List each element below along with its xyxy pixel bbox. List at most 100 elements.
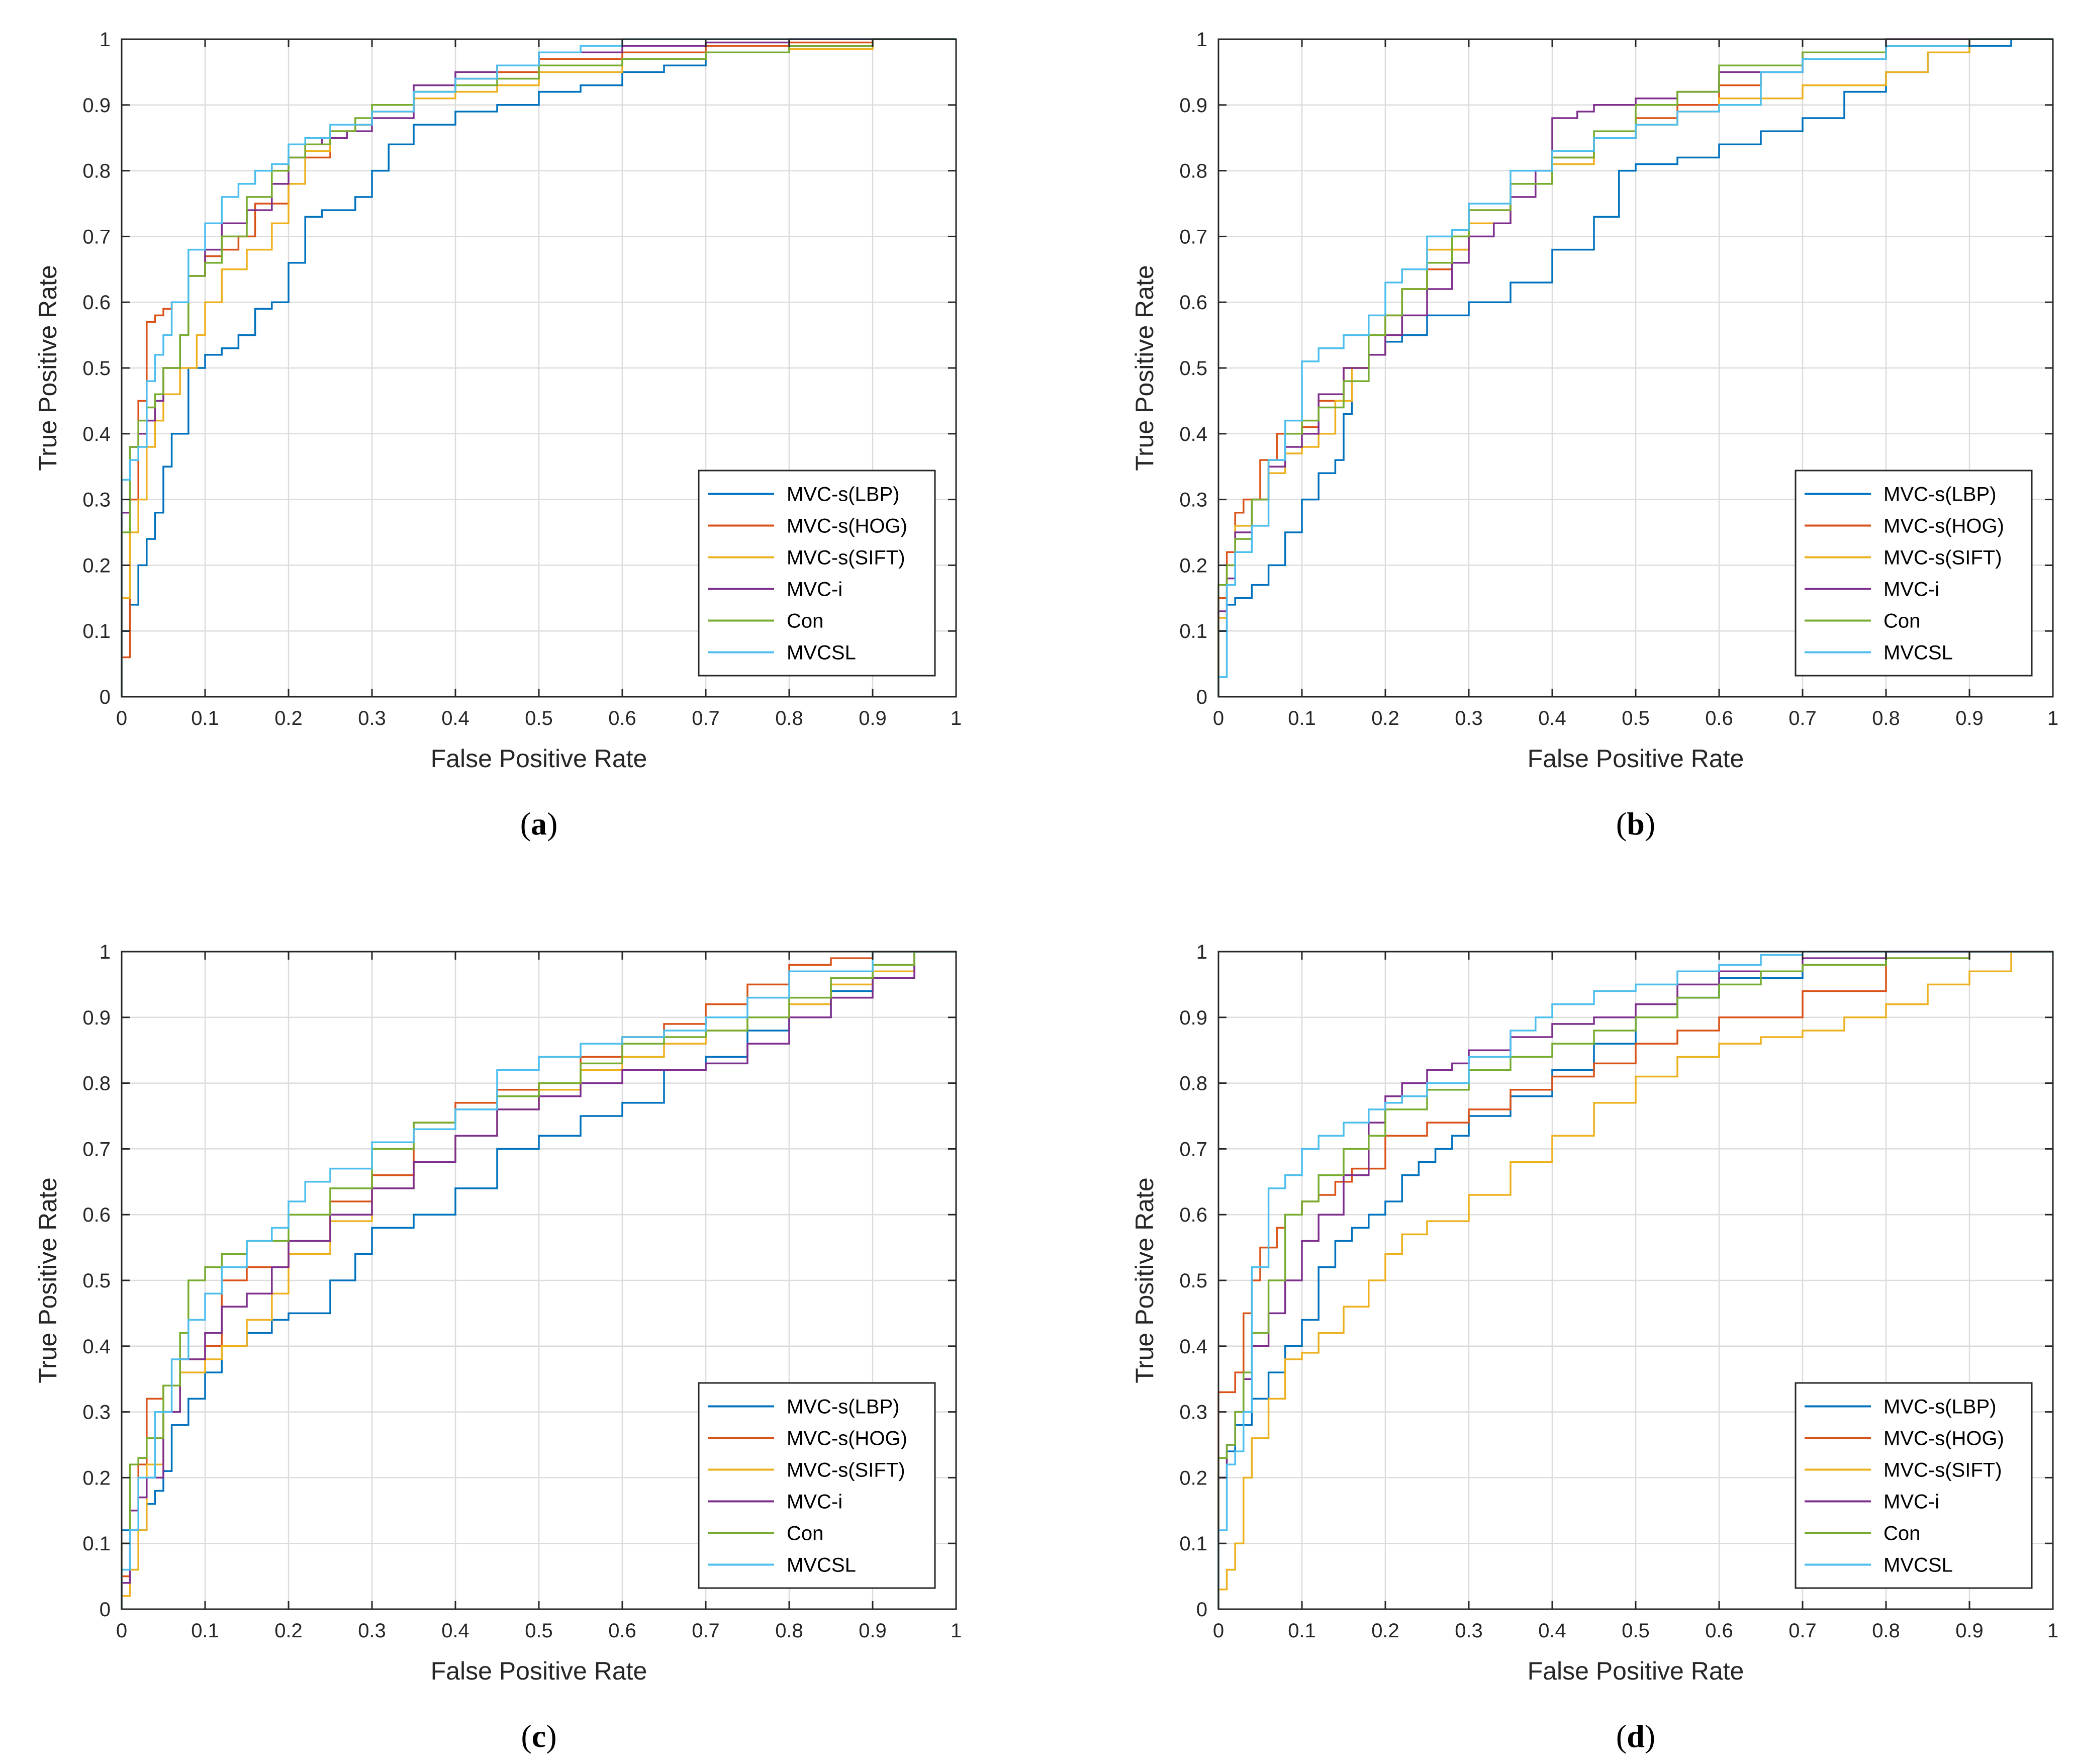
x-tick-label: 0.4 — [1538, 1620, 1566, 1642]
y-axis-label: True Positive Rate — [34, 265, 62, 471]
y-tick-label: 0 — [100, 1599, 111, 1621]
legend-box — [698, 470, 936, 677]
y-tick-label: 0.9 — [1179, 95, 1207, 117]
y-tick-label: 0.4 — [1179, 1336, 1207, 1358]
legend-entry: MVC-s(SIFT) — [787, 1459, 905, 1481]
x-tick-label: 0.2 — [1371, 707, 1399, 729]
x-tick-label: 0.7 — [1788, 1620, 1817, 1642]
x-tick-label: 1 — [951, 707, 962, 729]
y-tick-label: 0.3 — [82, 489, 111, 511]
legend-entry: MVCSL — [787, 1554, 856, 1576]
y-axis-label: True Positive Rate — [34, 1177, 62, 1383]
legend-entry: MVC-s(LBP) — [1883, 484, 1996, 506]
legend-entry: MVCSL — [787, 642, 856, 664]
series-line-con — [121, 951, 956, 1609]
y-tick-label: 0.4 — [82, 1336, 111, 1358]
y-tick-label: 1 — [100, 29, 111, 51]
y-tick-label: 0.6 — [1179, 1204, 1207, 1226]
series-group — [1217, 38, 2053, 697]
y-tick-label: 0.2 — [82, 554, 111, 577]
y-tick-label: 0.1 — [82, 1533, 111, 1555]
y-tick-label: 0.9 — [82, 1007, 111, 1029]
x-tick-label: 1 — [2047, 1620, 2058, 1642]
x-tick-label: 0.6 — [608, 1620, 636, 1642]
y-tick-label: 0.6 — [82, 1204, 111, 1226]
x-tick-label: 0.5 — [525, 1620, 553, 1642]
x-tick-label: 0.8 — [775, 1620, 803, 1642]
y-tick-label: 0.2 — [1179, 554, 1207, 577]
y-tick-label: 0.4 — [82, 423, 111, 445]
x-tick-label: 0.6 — [1705, 1620, 1733, 1642]
y-tick-label: 1 — [1196, 941, 1207, 963]
x-tick-label: 1 — [951, 1620, 962, 1642]
x-tick-label: 0.3 — [358, 1620, 386, 1642]
legend-entry: MVC-s(HOG) — [787, 515, 907, 537]
y-tick-label: 0.5 — [82, 1270, 111, 1292]
series-line-mvc-s-lbp — [122, 951, 956, 1531]
x-tick-label: 0.5 — [1622, 707, 1650, 729]
x-tick-label: 0 — [1213, 1620, 1224, 1642]
legend-entry: MVC-s(SIFT) — [787, 547, 905, 569]
x-tick-label: 0.4 — [1538, 707, 1566, 729]
legend-entry: MVC-s(HOG) — [787, 1428, 907, 1450]
legend-box — [1795, 470, 2033, 677]
y-tick-label: 0.2 — [82, 1467, 111, 1489]
x-tick-label: 0.9 — [1955, 1620, 1984, 1642]
y-tick-label: 0.1 — [1179, 1533, 1207, 1555]
x-tick-label: 0.3 — [358, 707, 386, 729]
series-line-mvc-s-lbp — [121, 38, 956, 697]
legend-entry: Con — [1883, 1523, 1920, 1545]
x-tick-label: 1 — [2047, 707, 2058, 729]
y-tick-label: 0.7 — [1179, 226, 1207, 248]
legend-entry: MVCSL — [1883, 1554, 1953, 1576]
series-line-mvc-s-sift — [1217, 951, 2053, 1609]
legend-entry: Con — [1883, 610, 1920, 632]
x-tick-label: 0.2 — [274, 707, 303, 729]
panel-label: (a) — [520, 806, 558, 842]
x-tick-label: 0.3 — [1455, 707, 1483, 729]
x-tick-label: 0 — [116, 707, 127, 729]
legend-entry: MVC-i — [787, 1491, 842, 1513]
y-tick-label: 0.9 — [82, 95, 111, 117]
legend-entry: MVC-s(LBP) — [787, 1396, 899, 1418]
x-tick-label: 0.7 — [692, 1620, 720, 1642]
legend-entry: MVC-i — [1883, 579, 1939, 601]
x-tick-label: 0.6 — [608, 707, 636, 729]
x-tick-label: 0.2 — [274, 1620, 303, 1642]
legend-entry: MVCSL — [1883, 642, 1953, 664]
x-tick-label: 0.6 — [1705, 707, 1733, 729]
y-tick-label: 1 — [1196, 29, 1207, 51]
x-tick-label: 0.9 — [859, 1620, 887, 1642]
legend-entry: MVC-s(LBP) — [1883, 1396, 1996, 1418]
x-tick-label: 0.8 — [1872, 1620, 1900, 1642]
legend: MVC-s(LBP) MVC-s(HOG) MVC-s(SIFT) MVC-i Con M… — [1795, 470, 2033, 677]
roc-panel-d: 0 0.1 0.2 0.3 0.4 0.5 0.6 0.7 0.8 0.9 1 0 0.1 0.2 0.3 0… — [1130, 941, 2058, 1754]
legend-box — [698, 1382, 936, 1589]
y-tick-label: 0.7 — [82, 1138, 111, 1160]
legend-entry: MVC-s(SIFT) — [1883, 547, 2002, 569]
legend-entry: MVC-i — [1883, 1491, 1939, 1513]
x-tick-label: 0 — [116, 1620, 127, 1642]
y-tick-label: 0.4 — [1179, 423, 1207, 445]
y-tick-label: 0.6 — [1179, 292, 1207, 314]
series-line-mvc-i — [121, 951, 956, 1609]
roc-panel-a: 0 0.1 0.2 0.3 0.4 0.5 0.6 0.7 0.8 0.9 1 0 0.1 0.2 0.3 0… — [34, 29, 962, 842]
x-tick-label: 0.7 — [692, 707, 720, 729]
x-tick-label: 0 — [1213, 707, 1224, 729]
x-tick-label: 0.7 — [1788, 707, 1817, 729]
series-group — [1217, 951, 2053, 1609]
x-tick-label: 0.9 — [1955, 707, 1984, 729]
series-line-mvcsl — [1217, 951, 2053, 1609]
y-axis-label: True Positive Rate — [1130, 1177, 1159, 1383]
y-tick-label: 0.9 — [1179, 1007, 1207, 1029]
x-axis-label: False Positive Rate — [1528, 1657, 1744, 1685]
y-tick-label: 0.1 — [82, 620, 111, 642]
series-group — [121, 951, 956, 1609]
y-tick-label: 0.8 — [82, 160, 111, 182]
legend-entry: MVC-s(SIFT) — [1883, 1459, 2002, 1481]
x-tick-label: 0.2 — [1371, 1620, 1399, 1642]
y-tick-label: 0.7 — [1179, 1138, 1207, 1160]
x-axis-label: False Positive Rate — [431, 1657, 647, 1685]
y-tick-label: 0.7 — [82, 226, 111, 248]
